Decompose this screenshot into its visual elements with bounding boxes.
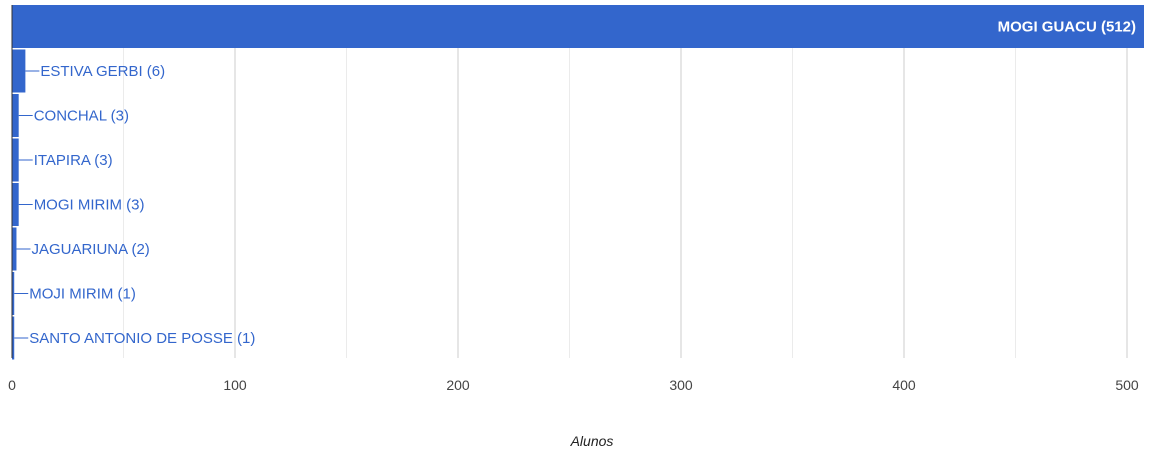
x-tick-label: 100 xyxy=(223,377,247,393)
x-tick-label: 500 xyxy=(1115,377,1139,393)
x-tick-label: 200 xyxy=(446,377,470,393)
bar xyxy=(12,49,26,93)
bar xyxy=(12,138,19,182)
bar-data-label: MOGI GUACU (512) xyxy=(998,19,1136,36)
bars xyxy=(12,5,1144,360)
bar xyxy=(12,94,19,137)
x-tick-label: 300 xyxy=(669,377,693,393)
x-axis: 0 100 200 300 400 500 xyxy=(8,5,1139,393)
bar-data-label: ITAPIRA (3) xyxy=(34,152,113,169)
x-tick-label: 400 xyxy=(892,377,916,393)
data-labels: MOGI GUACU (512) ESTIVA GERBI (6) CONCHAL … xyxy=(14,19,1136,347)
bar xyxy=(12,316,15,360)
bar xyxy=(12,272,15,315)
bar-data-label: MOJI MIRIM (1) xyxy=(29,286,136,303)
gridlines xyxy=(123,5,1128,358)
bar-data-label: MOGI MIRIM (3) xyxy=(34,197,145,214)
bar-data-label: CONCHAL (3) xyxy=(34,108,129,125)
bar-data-label: JAGUARIUNA (2) xyxy=(31,241,149,258)
bar-data-label: SANTO ANTONIO DE POSSE (1) xyxy=(29,330,255,347)
bar-data-label: ESTIVA GERBI (6) xyxy=(40,63,165,80)
bar xyxy=(12,227,17,271)
x-tick-label: 0 xyxy=(8,377,16,393)
bar xyxy=(12,183,19,226)
bar xyxy=(12,5,1144,48)
x-axis-title: Alunos xyxy=(570,433,614,449)
